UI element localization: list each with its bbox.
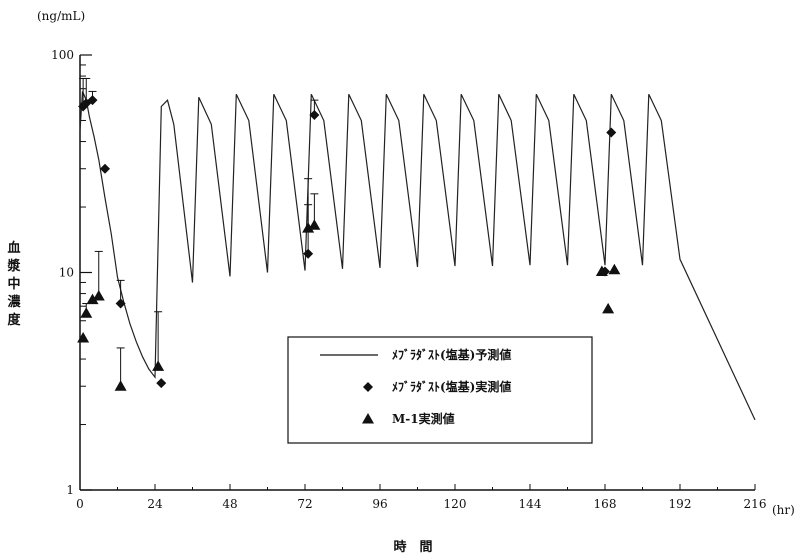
- observed-point: [309, 109, 320, 120]
- y-axis-title-char: 濃: [7, 294, 21, 310]
- x-tick-label: 216: [744, 497, 767, 511]
- y-tick-label: 10: [59, 266, 74, 280]
- legend-entry-label: ﾒﾌﾞﾗﾀﾞｽﾄ(塩基)実測値: [392, 379, 511, 394]
- y-axis-title-char: 度: [7, 312, 21, 328]
- y-tick-label: 100: [51, 48, 74, 62]
- series-predicted-line: [79, 91, 756, 421]
- x-tick-label: 192: [669, 497, 692, 511]
- m1-point: [152, 360, 165, 371]
- observed-point: [115, 298, 126, 309]
- observed-point: [100, 163, 110, 174]
- observed-point: [606, 127, 617, 138]
- m1-point: [308, 219, 321, 230]
- m1-point: [595, 265, 608, 277]
- x-tick-label: 0: [76, 497, 84, 511]
- x-tick-label: 48: [222, 497, 237, 511]
- x-tick-label: 24: [147, 497, 163, 511]
- x-tick-label: 168: [594, 497, 617, 511]
- m1-point: [86, 293, 99, 305]
- observed-point: [303, 248, 314, 259]
- x-tick-label: 96: [372, 497, 387, 511]
- y-unit-label: (ng/mL): [37, 9, 85, 23]
- m1-point: [80, 307, 93, 318]
- m1-point: [114, 380, 127, 391]
- legend-entry-label: M-1実測値: [392, 411, 455, 426]
- axes: 0 24 48 72 96 120 144 168 192 216 1 10 100: [51, 48, 766, 511]
- legend-swatch-triangle: [362, 413, 374, 424]
- x-tick-label: 144: [519, 497, 542, 511]
- y-axis-title-char: 中: [7, 276, 20, 292]
- m1-point: [77, 331, 90, 343]
- legend-swatch-diamond: [363, 382, 373, 392]
- x-tick-label: 120: [444, 497, 467, 511]
- m1-point: [302, 222, 315, 233]
- x-axis-title: 時 間: [393, 539, 432, 555]
- y-tick-label: 1: [66, 483, 74, 497]
- m1-point: [602, 302, 615, 314]
- legend-entry-label: ﾒﾌﾞﾗﾀﾞｽﾄ(塩基)予測値: [392, 347, 511, 362]
- x-unit-label: (hr): [772, 503, 795, 517]
- m1-point: [608, 263, 621, 275]
- series-observed-points: [77, 77, 621, 391]
- x-tick-label: 72: [297, 497, 312, 511]
- y-axis-title-char: 血: [7, 240, 20, 256]
- observed-point: [156, 378, 167, 389]
- predicted-line: [79, 91, 756, 421]
- y-axis-title-char: 漿: [6, 258, 21, 274]
- observed-point: [87, 95, 98, 106]
- m1-point: [92, 289, 105, 301]
- legend: ﾒﾌﾞﾗﾀﾞｽﾄ(塩基)予測値 ﾒﾌﾞﾗﾀﾞｽﾄ(塩基)実測値 M-1実測値: [287, 336, 593, 444]
